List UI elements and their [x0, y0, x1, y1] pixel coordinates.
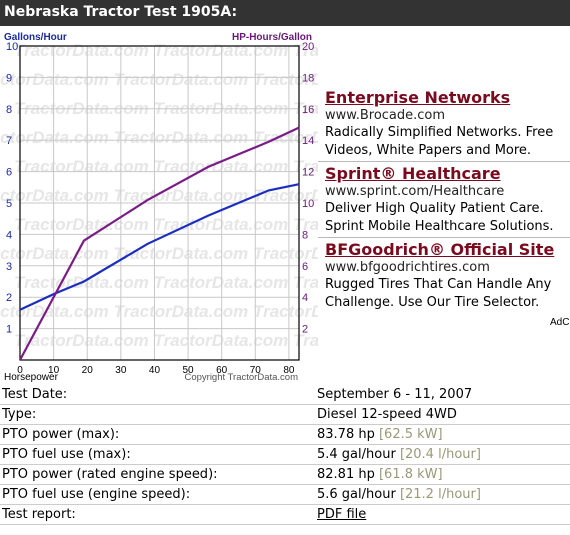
watermark-text: TractorData.com TractorData.com TractorD…	[14, 273, 318, 292]
ad-item[interactable]: BFGoodrich® Official Site www.bfgoodrich…	[318, 238, 570, 314]
ad-description-line2: Sprint Mobile Healthcare Solutions.	[325, 219, 554, 234]
ad-panel: Enterprise Networks www.Brocade.com Radi…	[318, 86, 570, 314]
y-left-tick-label: 1	[6, 324, 12, 336]
y-left-tick-label: 3	[6, 261, 12, 273]
x-tick-label: 10	[48, 365, 60, 376]
ad-description-line1: Radically Simplified Networks. Free	[325, 125, 554, 140]
table-row: PTO power (max): 83.78 hp [62.5 kW]	[0, 424, 570, 445]
spec-value-text: 5.4 gal/hour	[317, 447, 396, 462]
y-left-tick-label: 8	[6, 104, 12, 116]
spec-value-text: 82.81 hp	[317, 467, 375, 482]
y-right-tick-label: 18	[302, 72, 314, 84]
ad-url[interactable]: www.bfgoodrichtires.com	[325, 260, 490, 275]
y-left-tick-label: 6	[6, 167, 12, 179]
x-tick-label: 30	[115, 365, 127, 376]
table-row: Type: Diesel 12-speed 4WD	[0, 404, 570, 425]
y-right-tick-label: 8	[302, 229, 308, 241]
y-right-tick-label: 10	[302, 198, 314, 210]
watermark-text: TractorData.com TractorData.com TractorD…	[0, 70, 318, 89]
y-left-tick-label: 10	[6, 41, 18, 53]
spec-label: PTO power (max):	[0, 424, 302, 445]
spec-value-text: 83.78 hp	[317, 427, 375, 442]
page-title: Nebraska Tractor Test 1905A:	[4, 4, 238, 20]
y-left-tick-label: 4	[6, 229, 12, 241]
spec-label: Test report:	[0, 504, 302, 525]
spec-metric: [21.2 l/hour]	[399, 487, 481, 502]
spec-label: PTO fuel use (max):	[0, 444, 302, 465]
spec-value-text: September 6 - 11, 2007	[317, 387, 473, 402]
y-right-tick-label: 4	[302, 292, 308, 304]
ad-choices-label[interactable]: AdC	[550, 317, 570, 328]
watermark-text: TractorData.com TractorData.com TractorD…	[14, 41, 318, 60]
ad-url[interactable]: www.sprint.com/Healthcare	[325, 184, 505, 199]
y-right-tick-label: 12	[302, 167, 314, 179]
x-tick-label: 80	[283, 365, 295, 376]
y-right-tick-label: 20	[302, 41, 314, 53]
spec-label: PTO fuel use (engine speed):	[0, 484, 302, 505]
spec-metric: [61.8 kW]	[378, 467, 443, 482]
y-left-tick-label: 9	[6, 72, 12, 84]
ad-description-line2: Videos, White Papers and More.	[325, 143, 532, 158]
ad-item[interactable]: Enterprise Networks www.Brocade.com Radi…	[318, 86, 570, 162]
y-right-axis-title: HP-Hours/Gallon	[232, 32, 312, 43]
x-tick-label: 20	[82, 365, 94, 376]
x-tick-label: 40	[149, 365, 161, 376]
spec-value: 83.78 hp [62.5 kW]	[302, 424, 570, 445]
y-left-tick-label: 7	[6, 135, 12, 147]
ad-title-link[interactable]: BFGoodrich® Official Site	[325, 240, 555, 259]
x-tick-label: 50	[183, 365, 195, 376]
x-tick-label: 0	[17, 365, 23, 376]
copyright-label: Copyright TractorData.com	[184, 372, 298, 383]
plot-frame	[19, 45, 300, 361]
title-bar: Nebraska Tractor Test 1905A:	[0, 0, 570, 26]
x-tick-label: 60	[216, 365, 228, 376]
spec-value: 82.81 hp [61.8 kW]	[302, 464, 570, 485]
table-row: PTO fuel use (max): 5.4 gal/hour [20.4 l…	[0, 444, 570, 465]
table-row: PTO power (rated engine speed): 82.81 hp…	[0, 464, 570, 485]
spec-value-text: Diesel 12-speed 4WD	[317, 407, 457, 422]
x-tick-label: 70	[250, 365, 262, 376]
spec-label: Type:	[0, 404, 302, 425]
y-right-tick-label: 16	[302, 104, 314, 116]
y-left-axis-title: Gallons/Hour	[4, 32, 67, 43]
spec-label: PTO power (rated engine speed):	[0, 464, 302, 485]
spec-value-text: 5.6 gal/hour	[317, 487, 396, 502]
ad-item[interactable]: Sprint® Healthcare www.sprint.com/Health…	[318, 162, 570, 238]
spec-value: 5.4 gal/hour [20.4 l/hour]	[302, 444, 570, 465]
ad-description-line2: Challenge. Use Our Tire Selector.	[325, 295, 540, 310]
watermark-text: TractorData.com TractorData.com TractorD…	[0, 302, 318, 321]
y-right-tick-label: 6	[302, 261, 308, 273]
y-right-tick-label: 14	[302, 135, 314, 147]
specs-table: Test Date: September 6 - 11, 2007 Type: …	[0, 385, 570, 525]
y-left-tick-label: 2	[6, 292, 12, 304]
y-right-tick-label: 2	[302, 324, 308, 336]
ad-description-line1: Rugged Tires That Can Handle Any	[325, 277, 552, 292]
ad-description-line1: Deliver High Quality Patient Care.	[325, 201, 544, 216]
watermark-text: TractorData.com TractorData.com TractorD…	[0, 186, 318, 205]
watermark-text: TractorData.com TractorData.com TractorD…	[0, 244, 318, 263]
watermark-text: TractorData.com TractorData.com TractorD…	[14, 157, 318, 176]
spec-label: Test Date:	[0, 385, 302, 405]
ad-url[interactable]: www.Brocade.com	[325, 108, 446, 123]
fuel-use-line	[19, 183, 300, 311]
watermark-text: TractorData.com TractorData.com TractorD…	[14, 215, 318, 234]
table-row: Test report: PDF file	[0, 504, 570, 525]
spec-value: 5.6 gal/hour [21.2 l/hour]	[302, 484, 570, 505]
spec-metric: [20.4 l/hour]	[399, 447, 481, 462]
spec-value: September 6 - 11, 2007	[302, 385, 570, 405]
spec-value: Diesel 12-speed 4WD	[302, 404, 570, 425]
ad-title-link[interactable]: Enterprise Networks	[325, 88, 511, 107]
efficiency-line	[19, 126, 300, 361]
watermark-text: TractorData.com TractorData.com TractorD…	[14, 331, 318, 350]
watermark-text: TractorData.com TractorData.com TractorD…	[0, 128, 318, 147]
y-left-tick-label: 5	[6, 198, 12, 210]
ad-title-link[interactable]: Sprint® Healthcare	[325, 164, 501, 183]
x-axis-title: Horsepower	[4, 372, 59, 383]
fuel-usage-chart: TractorData.com TractorData.com Tra ctorD…	[0, 32, 318, 383]
table-row: PTO fuel use (engine speed): 5.6 gal/hou…	[0, 484, 570, 505]
pdf-report-link[interactable]: PDF file	[317, 507, 367, 522]
spec-value: PDF file	[302, 504, 570, 525]
table-row: Test Date: September 6 - 11, 2007	[0, 385, 570, 405]
spec-metric: [62.5 kW]	[378, 427, 443, 442]
